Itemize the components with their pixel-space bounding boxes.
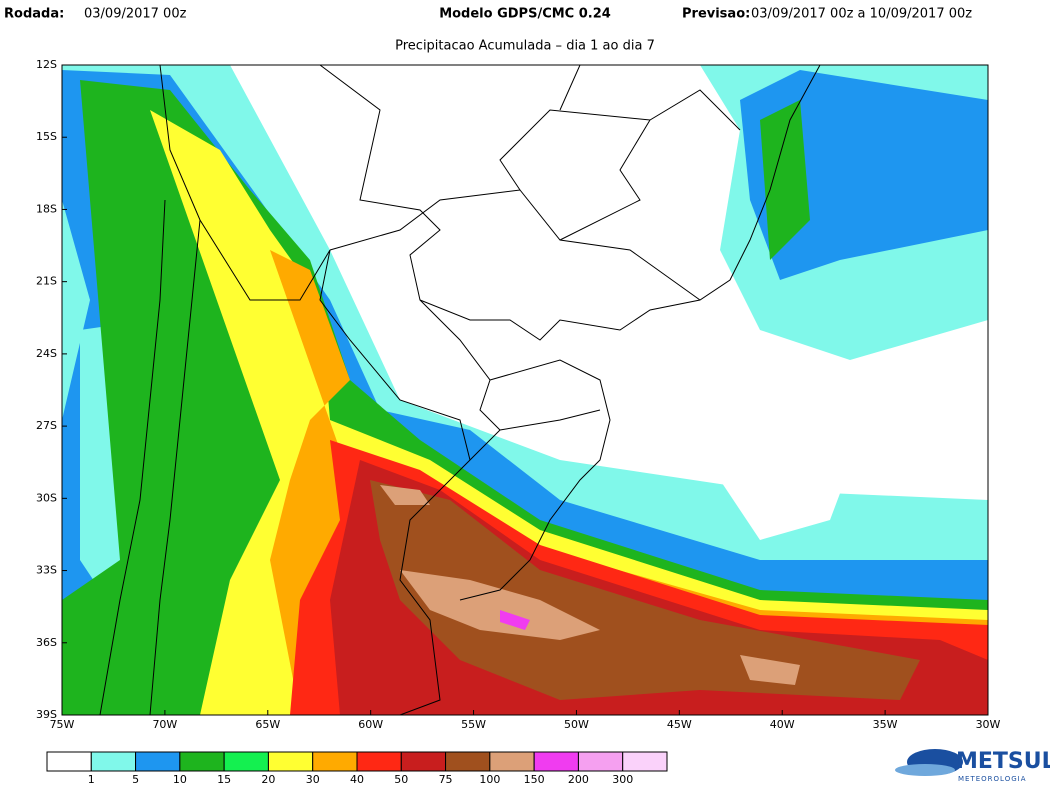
logo-name: METSUL — [956, 749, 1050, 774]
lat-label: 33S — [36, 564, 57, 577]
colorbar-label: 20 — [261, 773, 275, 786]
lon-label: 55W — [461, 718, 486, 731]
lon-label: 70W — [152, 718, 177, 731]
lon-label: 40W — [770, 718, 795, 731]
run-date: 03/09/2017 00z — [84, 7, 187, 22]
logo: METSUL METEOROLOGIA — [895, 749, 1050, 783]
colorbar-label: 10 — [173, 773, 187, 786]
colorbar-swatch — [489, 751, 535, 772]
lat-label: 39S — [36, 708, 57, 721]
lat-label: 24S — [36, 347, 57, 360]
colorbar-label: 1 — [88, 773, 95, 786]
forecast-label: Previsao: — [682, 7, 750, 22]
lon-label: 75W — [50, 718, 75, 731]
colorbar-label: 15 — [217, 773, 231, 786]
forecast-period: 03/09/2017 00z a 10/09/2017 00z — [751, 7, 972, 22]
lat-label: 15S — [36, 130, 57, 143]
lat-label: 36S — [36, 636, 57, 649]
colorbar-label: 30 — [306, 773, 320, 786]
colorbar-swatch — [267, 751, 314, 772]
colorbar-swatch — [179, 751, 225, 772]
colorbar-label: 50 — [394, 773, 408, 786]
colorbar-swatch — [445, 751, 491, 772]
precip-map — [62, 65, 988, 715]
colorbar-swatch — [533, 751, 579, 772]
lon-label: 65W — [255, 718, 280, 731]
lon-label: 45W — [667, 718, 692, 731]
colorbar-swatch — [622, 751, 668, 772]
lat-label: 12S — [36, 58, 57, 71]
colorbar-swatch — [312, 751, 358, 772]
colorbar-swatch — [400, 751, 447, 772]
colorbar-label: 75 — [439, 773, 453, 786]
colorbar-swatch — [46, 751, 92, 772]
lon-label: 50W — [564, 718, 589, 731]
model-title: Modelo GDPS/CMC 0.24 — [439, 7, 611, 22]
colorbar-swatch — [90, 751, 137, 772]
colorbar-label: 40 — [350, 773, 364, 786]
lat-label: 27S — [36, 419, 57, 432]
lat-label: 30S — [36, 491, 57, 504]
run-label: Rodada: — [4, 7, 64, 22]
colorbar-label: 200 — [568, 773, 589, 786]
subtitle: Precipitacao Acumulada – dia 1 ao dia 7 — [395, 39, 655, 54]
colorbar-swatch — [223, 751, 269, 772]
colorbar-label: 150 — [524, 773, 545, 786]
lat-label: 21S — [36, 275, 57, 288]
colorbar-label: 5 — [132, 773, 139, 786]
lon-label: 35W — [873, 718, 898, 731]
colorbar-swatch — [577, 751, 624, 772]
colorbar-label: 100 — [479, 773, 500, 786]
colorbar-swatch — [135, 751, 181, 772]
lon-label: 30W — [976, 718, 1001, 731]
logo-tagline: METEOROLOGIA — [958, 775, 1026, 783]
map-frame — [61, 64, 989, 716]
lat-label: 18S — [36, 202, 57, 215]
colorbar-swatch — [356, 751, 402, 772]
colorbar-label: 300 — [612, 773, 633, 786]
lon-label: 60W — [358, 718, 383, 731]
